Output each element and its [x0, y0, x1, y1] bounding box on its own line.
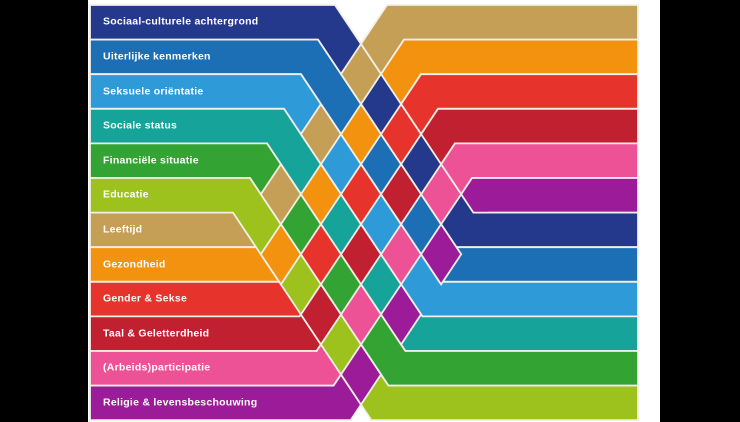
- weave-diamond-religie-levensbeschouwing-over-sociale-status: [379, 282, 423, 347]
- weave-diamond-religie-levensbeschouwing-over-uiterlijke-kenmerken: [420, 222, 463, 287]
- weave-diamond-religie-levensbeschouwing-over-educatie: [339, 342, 383, 407]
- weave-diamond-gezondheid-over-educatie: [259, 222, 302, 287]
- weave-diamond-taal-geletterdheid-over-educatie: [299, 282, 343, 347]
- weave-crossings: [259, 42, 463, 407]
